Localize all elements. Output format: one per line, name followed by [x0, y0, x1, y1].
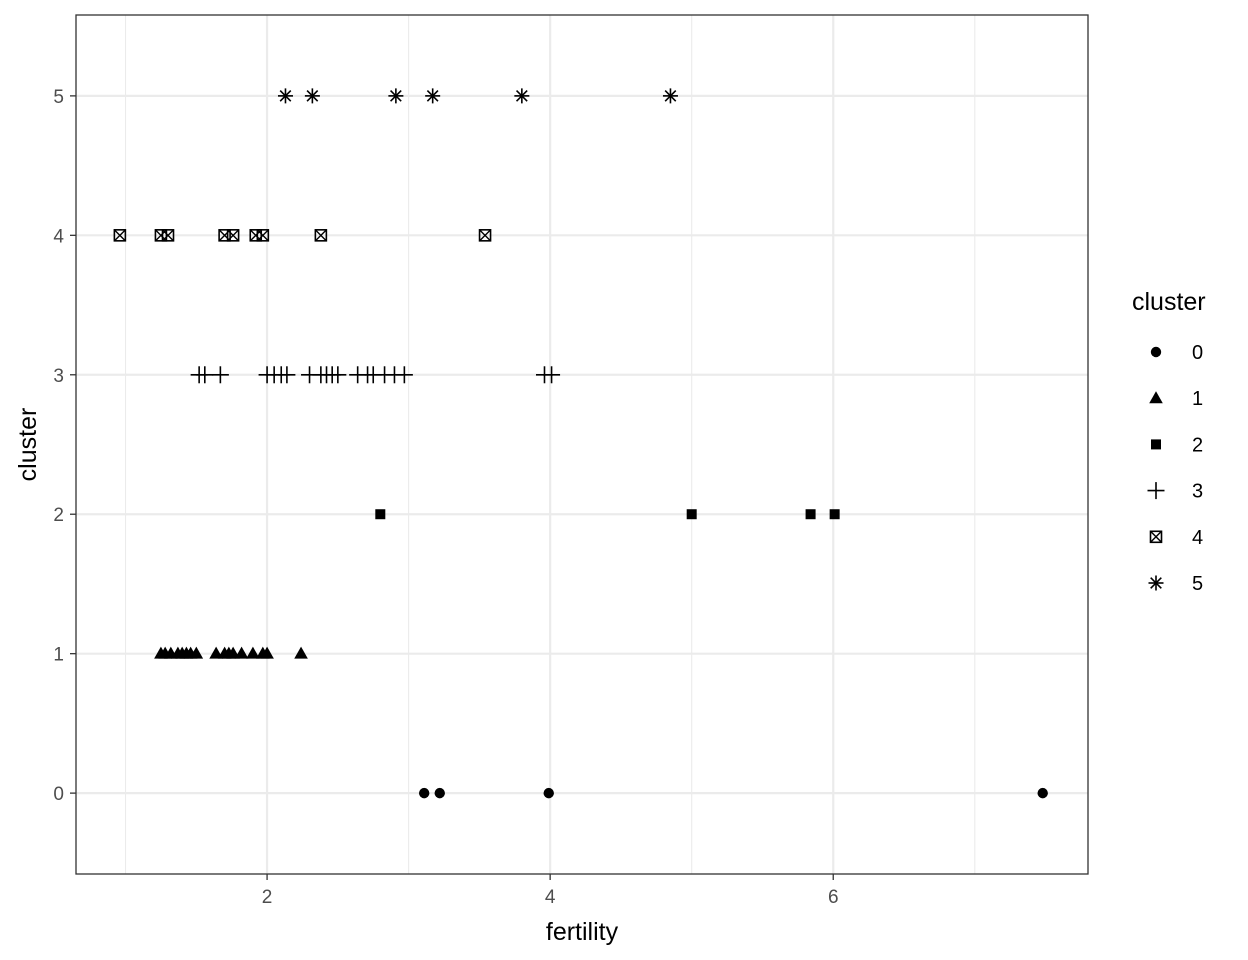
legend-label-2: 2 [1192, 434, 1203, 456]
data-point-cluster-3 [196, 366, 214, 384]
data-point-cluster-4 [226, 229, 240, 242]
data-point-cluster-0 [1037, 787, 1048, 799]
data-point-cluster-5 [425, 88, 441, 104]
legend-item-4: 4 [1149, 527, 1203, 549]
data-point-cluster-4 [478, 229, 492, 242]
data-point-cluster-2 [686, 509, 697, 520]
data-point-cluster-4 [161, 229, 175, 242]
panel-border [75, 14, 1089, 875]
data-point-cluster-0 [434, 787, 445, 799]
series-cluster-0 [418, 787, 1048, 799]
data-point-cluster-3 [329, 366, 347, 384]
legend-label-0: 0 [1192, 342, 1203, 364]
grid-lines [76, 15, 1088, 874]
legend-key-1 [1149, 391, 1163, 404]
series-cluster-1 [154, 646, 308, 659]
legend: cluster 0 1 2 3 4 5 [1132, 288, 1206, 595]
data-point-cluster-4 [256, 229, 270, 242]
data-point-cluster-5 [662, 88, 678, 104]
data-point-cluster-1 [260, 646, 274, 659]
y-tick-label: 2 [53, 505, 64, 526]
legend-key-3 [1147, 482, 1165, 500]
legend-label-1: 1 [1192, 388, 1203, 410]
series-cluster-4 [113, 229, 492, 242]
series-cluster-2 [375, 509, 840, 520]
x-axis-title: fertility [546, 918, 619, 946]
y-tick-label: 5 [53, 87, 64, 108]
data-point-cluster-2 [805, 509, 816, 520]
data-point-cluster-1 [294, 646, 308, 659]
y-tick-label: 0 [53, 784, 64, 805]
data-point-cluster-5 [304, 88, 320, 104]
data-point-cluster-3 [211, 366, 229, 384]
series-cluster-3 [190, 366, 561, 384]
data-point-cluster-0 [418, 787, 430, 799]
data-point-cluster-5 [388, 88, 404, 104]
data-point-cluster-4 [113, 229, 127, 242]
x-tick-label: 6 [828, 887, 839, 908]
y-tick-label: 1 [53, 645, 64, 666]
legend-label-3: 3 [1192, 481, 1203, 503]
y-tick-label: 3 [53, 366, 64, 387]
legend-item-2: 2 [1151, 434, 1203, 456]
data-point-cluster-3 [543, 366, 561, 384]
legend-key-5 [1148, 575, 1164, 591]
data-point-cluster-1 [246, 646, 260, 659]
x-tick-label: 4 [545, 887, 556, 908]
data-points [113, 88, 1048, 799]
data-point-cluster-3 [278, 366, 296, 384]
data-point-cluster-3 [395, 366, 413, 384]
legend-label-5: 5 [1192, 573, 1203, 595]
series-cluster-5 [277, 88, 678, 104]
data-point-cluster-5 [277, 88, 293, 104]
legend-key-2 [1151, 439, 1161, 450]
data-point-cluster-1 [234, 646, 249, 659]
x-tick-label: 2 [262, 887, 273, 908]
legend-item-1: 1 [1149, 388, 1203, 410]
legend-item-0: 0 [1150, 342, 1203, 364]
legend-label-4: 4 [1192, 527, 1203, 549]
legend-item-3: 3 [1147, 481, 1203, 503]
data-point-cluster-5 [514, 88, 530, 104]
axis-ticks: 2 4 6 0 1 2 3 4 5 [53, 87, 838, 908]
legend-key-4 [1149, 530, 1163, 544]
data-point-cluster-1 [189, 646, 204, 659]
data-point-cluster-0 [543, 787, 554, 799]
data-point-cluster-4 [314, 229, 328, 242]
legend-item-5: 5 [1148, 573, 1203, 595]
y-axis-title: cluster [14, 408, 42, 482]
legend-title: cluster [1132, 288, 1206, 316]
data-point-cluster-2 [829, 509, 840, 520]
legend-key-0 [1150, 346, 1162, 358]
data-point-cluster-2 [375, 509, 386, 520]
y-tick-label: 4 [53, 226, 64, 247]
